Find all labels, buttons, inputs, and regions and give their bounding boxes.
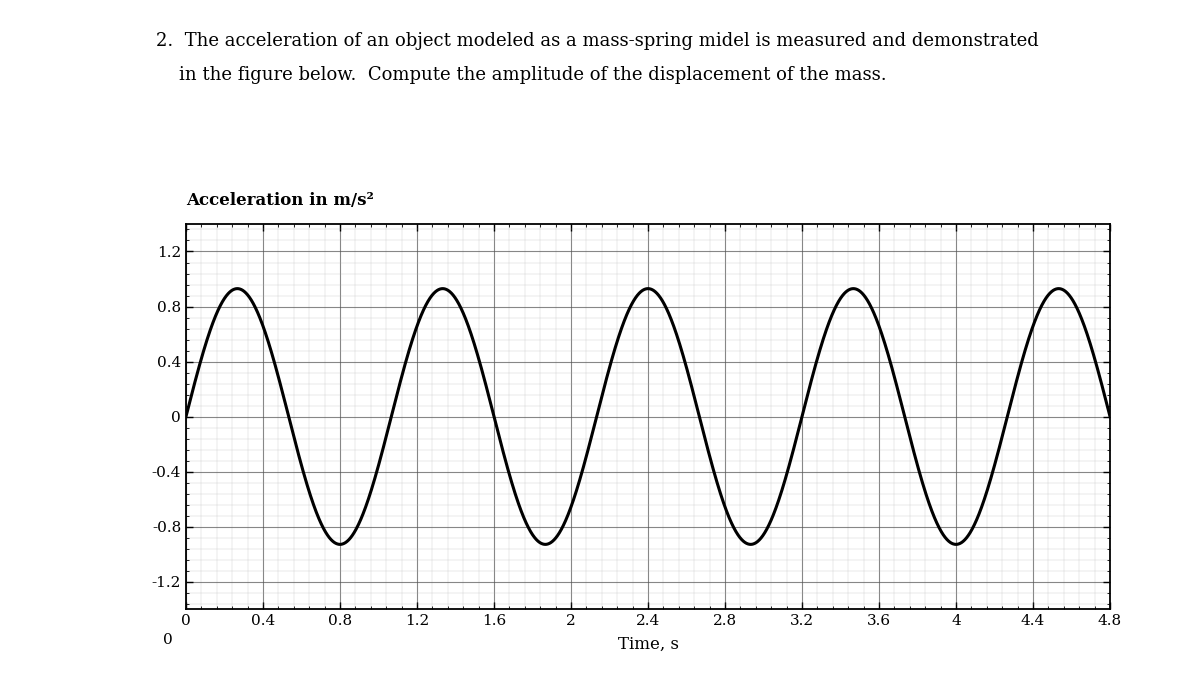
Text: in the figure below.  Compute the amplitude of the displacement of the mass.: in the figure below. Compute the amplitu…	[156, 66, 887, 85]
X-axis label: Time, s: Time, s	[618, 636, 678, 653]
Text: 0: 0	[163, 634, 173, 648]
Text: Acceleration in m/s²: Acceleration in m/s²	[186, 192, 373, 209]
Text: 2.  The acceleration of an object modeled as a mass-spring midel is measured and: 2. The acceleration of an object modeled…	[156, 32, 1039, 50]
